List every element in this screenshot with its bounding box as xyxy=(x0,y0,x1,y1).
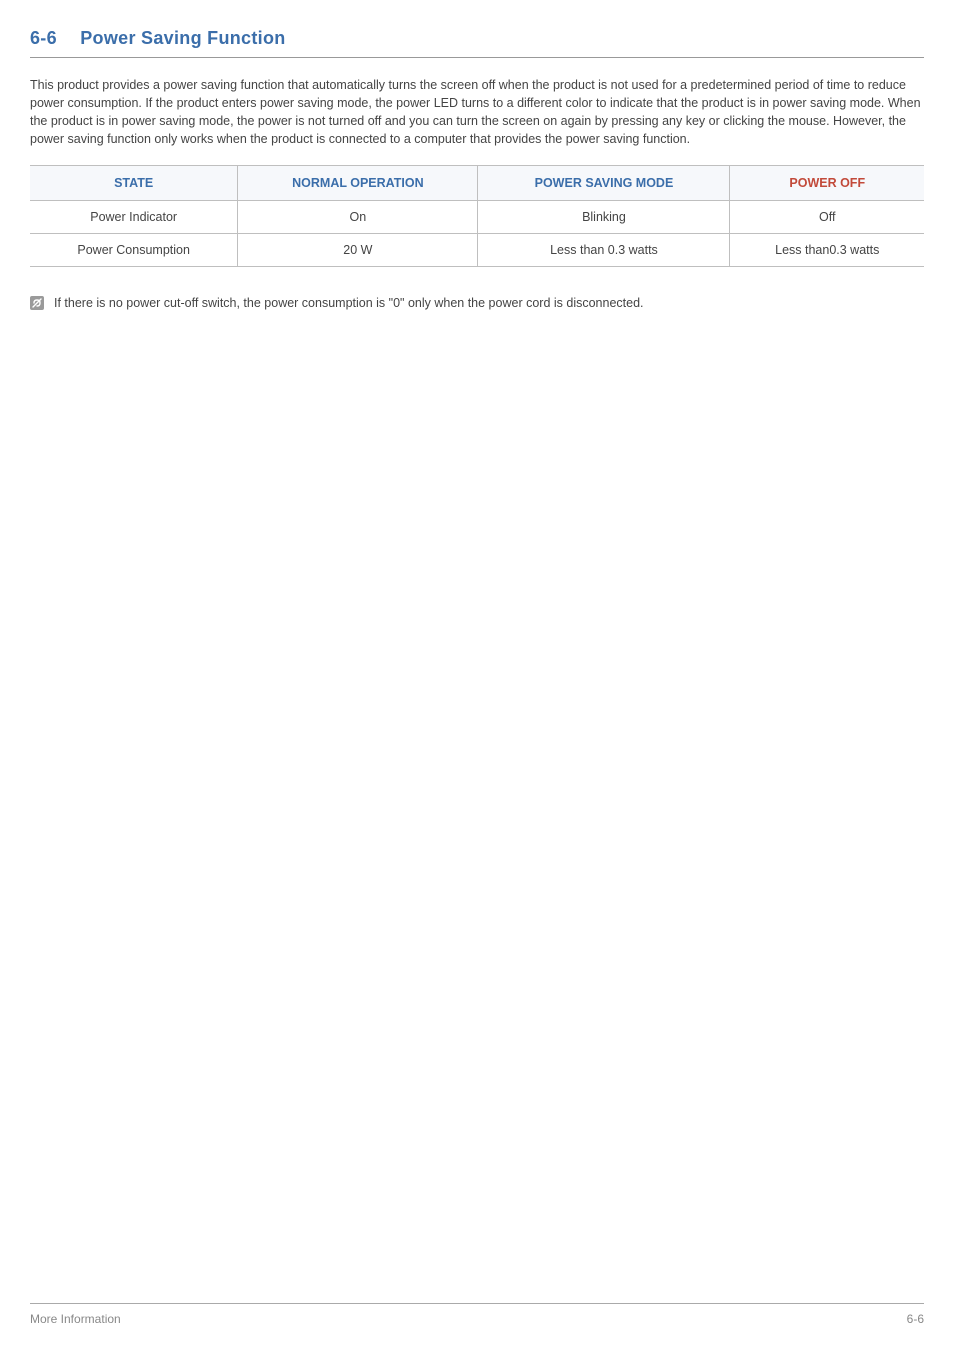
cell-row-label: Power Indicator xyxy=(30,200,238,233)
section-title-text: Power Saving Function xyxy=(80,28,285,48)
section-description: This product provides a power saving fun… xyxy=(30,76,924,149)
header-normal-operation: NORMAL OPERATION xyxy=(238,165,478,200)
table-row: Power Indicator On Blinking Off xyxy=(30,200,924,233)
page-footer: More Information 6-6 xyxy=(30,1303,924,1326)
note-text: If there is no power cut-off switch, the… xyxy=(54,295,644,313)
cell-row-label: Power Consumption xyxy=(30,233,238,266)
header-power-off: POWER OFF xyxy=(730,165,924,200)
cell-saving: Blinking xyxy=(478,200,730,233)
power-saving-table: STATE NORMAL OPERATION POWER SAVING MODE… xyxy=(30,165,924,267)
note-block: If there is no power cut-off switch, the… xyxy=(30,295,924,313)
cell-off: Off xyxy=(730,200,924,233)
section-heading: 6-6 Power Saving Function xyxy=(30,28,924,58)
footer-left: More Information xyxy=(30,1312,121,1326)
cell-off: Less than0.3 watts xyxy=(730,233,924,266)
table-row: Power Consumption 20 W Less than 0.3 wat… xyxy=(30,233,924,266)
header-state: STATE xyxy=(30,165,238,200)
note-icon xyxy=(30,296,44,310)
cell-normal: On xyxy=(238,200,478,233)
cell-normal: 20 W xyxy=(238,233,478,266)
section-number: 6-6 xyxy=(30,28,57,48)
footer-right: 6-6 xyxy=(907,1312,924,1326)
cell-saving: Less than 0.3 watts xyxy=(478,233,730,266)
header-power-saving-mode: POWER SAVING MODE xyxy=(478,165,730,200)
table-header-row: STATE NORMAL OPERATION POWER SAVING MODE… xyxy=(30,165,924,200)
